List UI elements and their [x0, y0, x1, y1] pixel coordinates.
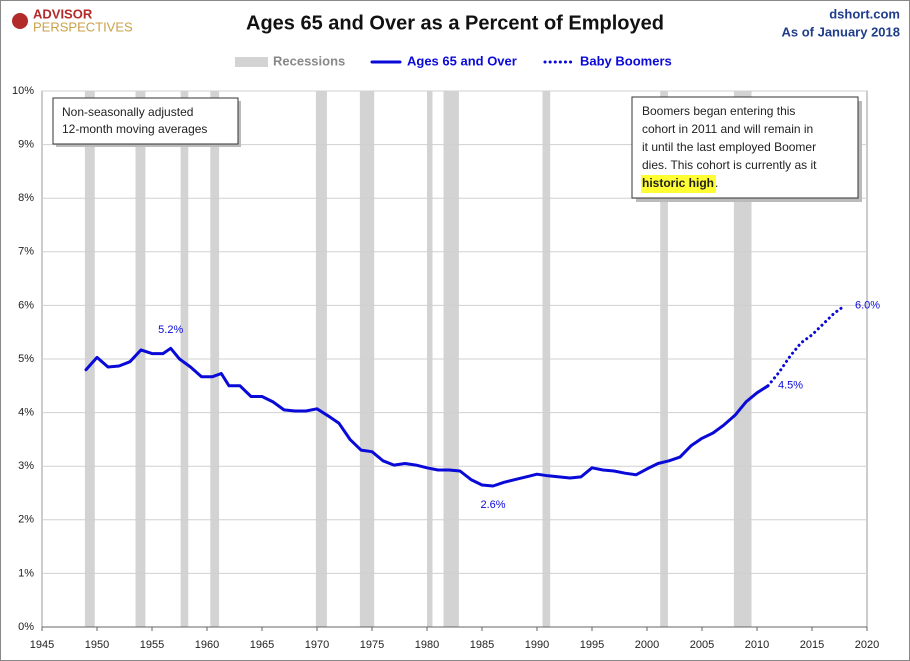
y-tick-label: 6% [18, 299, 34, 311]
series-line [84, 346, 770, 488]
x-tick-label: 1995 [580, 639, 604, 651]
y-tick-label: 0% [18, 621, 34, 633]
x-tick-label: 1975 [360, 639, 384, 651]
y-tick-label: 5% [18, 353, 34, 365]
series-line [766, 303, 847, 388]
source: dshort.com [829, 6, 900, 21]
x-tick-label: 1960 [195, 639, 219, 651]
x-tick-label: 1985 [470, 639, 494, 651]
y-tick-label: 2% [18, 514, 34, 526]
note-text: dies. This cohort is currently as it [642, 158, 817, 172]
note-box [52, 97, 239, 145]
y-tick-label: 10% [12, 85, 34, 97]
legend-swatch [235, 57, 268, 67]
y-tick-label: 4% [18, 407, 34, 419]
note-text: . [715, 176, 718, 190]
brand-line2: PERSPECTIVES [33, 19, 133, 34]
y-tick-label: 3% [18, 460, 34, 472]
note-text: Boomers began entering this [642, 104, 795, 118]
x-tick-label: 1950 [85, 639, 109, 651]
y-tick-label: 9% [18, 139, 34, 151]
x-tick-label: 1965 [250, 639, 274, 651]
logo-icon [12, 13, 28, 29]
brand-line1: ADVISOR [33, 6, 93, 21]
date-note: As of January 2018 [781, 24, 900, 39]
legend-label: Baby Boomers [580, 53, 672, 68]
y-tick-label: 8% [18, 192, 34, 204]
note-text: cohort in 2011 and will remain in [642, 122, 813, 136]
x-tick-label: 2005 [690, 639, 714, 651]
x-tick-label: 1970 [305, 639, 329, 651]
note-text: Non-seasonally adjusted [62, 105, 193, 119]
data-label: 6.0% [855, 299, 880, 311]
note-text: it until the last employed Boomer [642, 140, 816, 154]
x-tick-label: 1990 [525, 639, 549, 651]
chart-title: Ages 65 and Over as a Percent of Employe… [246, 12, 664, 34]
note-highlight [641, 175, 716, 193]
note-text: 12-month moving averages [62, 122, 207, 136]
x-tick-label: 2015 [800, 639, 824, 651]
note-highlight-text: historic high [642, 176, 714, 190]
legend-label: Ages 65 and Over [407, 53, 517, 68]
data-label: 5.2% [158, 324, 183, 336]
legend-label: Recessions [273, 53, 345, 68]
data-label: 4.5% [778, 380, 803, 392]
x-tick-label: 2020 [855, 639, 879, 651]
x-tick-label: 1955 [140, 639, 164, 651]
x-tick-label: 1945 [30, 639, 54, 651]
y-tick-label: 1% [18, 567, 34, 579]
x-tick-label: 2000 [635, 639, 659, 651]
y-tick-label: 7% [18, 246, 34, 258]
x-tick-label: 2010 [745, 639, 769, 651]
x-tick-label: 1980 [415, 639, 439, 651]
data-label: 2.6% [480, 499, 505, 511]
